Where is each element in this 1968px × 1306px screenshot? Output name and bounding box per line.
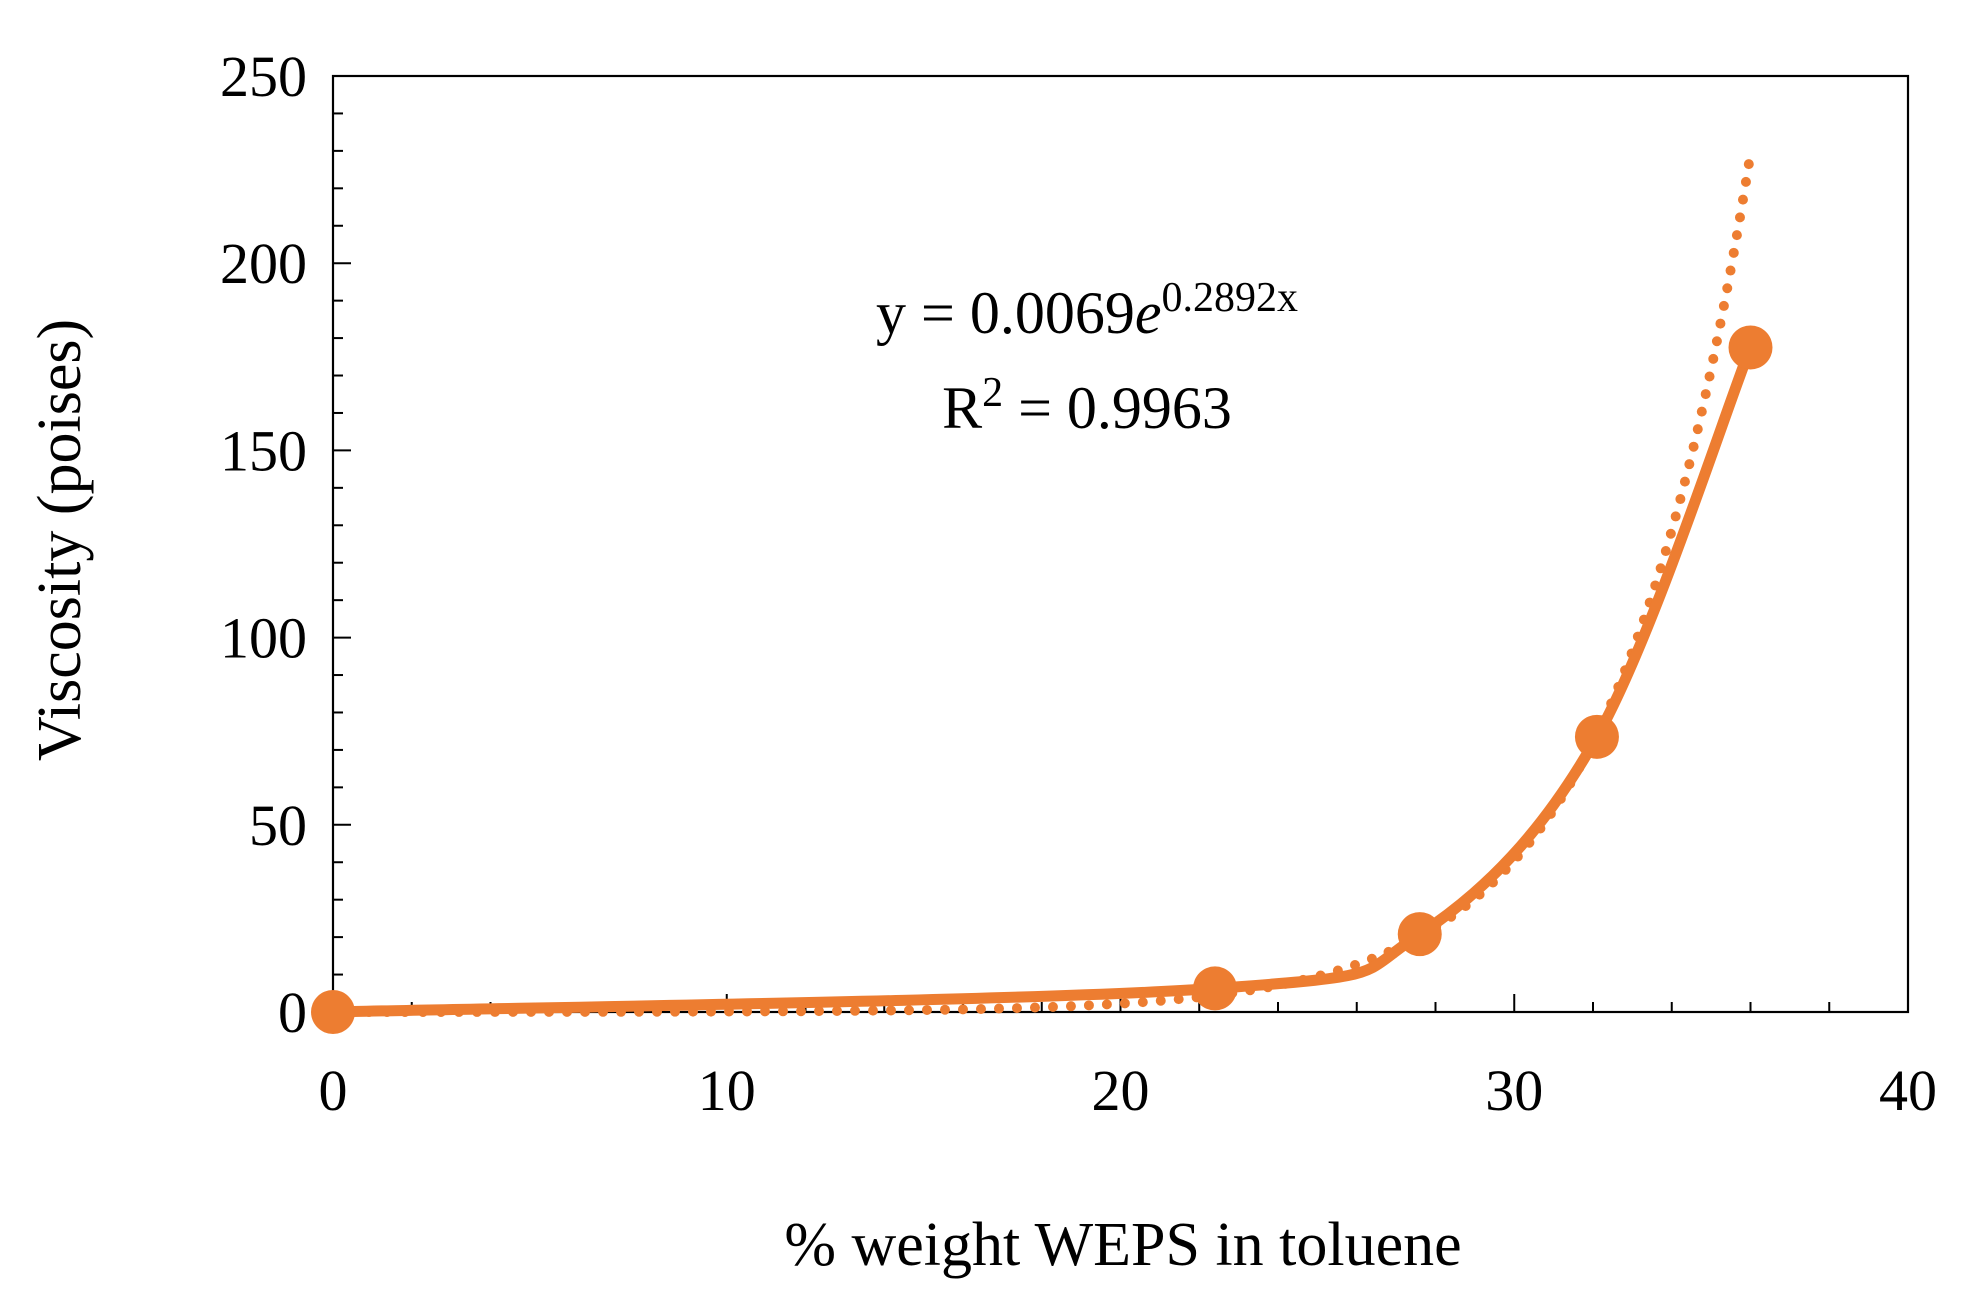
data-point xyxy=(1728,325,1773,370)
y-tick-label: 100 xyxy=(220,606,307,671)
y-tick-label: 200 xyxy=(220,231,307,296)
x-axis-ticks: 0 10 20 30 40 xyxy=(319,994,1937,1123)
r-squared-label: R2 = 0.9963 xyxy=(942,370,1232,441)
y-tick-label: 50 xyxy=(249,793,307,858)
r-squared-power: 2 xyxy=(982,370,1003,416)
r-squared-value: = 0.9963 xyxy=(1003,375,1232,441)
y-tick-label: 150 xyxy=(220,418,307,483)
x-axis-title: % weight WEPS in toluene xyxy=(784,1211,1461,1279)
x-tick-label: 20 xyxy=(1092,1058,1150,1123)
axes: 0 50 100 150 200 250 0 10 20 30 40 xyxy=(220,44,1937,1123)
y-axis-title: Viscosity (poises) xyxy=(26,319,94,761)
equation-base: e xyxy=(1135,280,1162,346)
r-squared-symbol: R xyxy=(942,375,982,441)
data-points xyxy=(311,325,1773,1034)
x-tick-label: 40 xyxy=(1879,1058,1937,1123)
trendline-equation: y = 0.0069e0.2892x xyxy=(876,275,1298,346)
x-tick-label: 0 xyxy=(319,1058,348,1123)
data-point xyxy=(1574,714,1619,759)
y-tick-label: 250 xyxy=(220,44,307,109)
data-point xyxy=(311,990,355,1034)
data-point xyxy=(1193,966,1237,1011)
x-tick-label: 10 xyxy=(698,1058,756,1123)
equation-exponent: 0.2892x xyxy=(1161,275,1298,321)
x-tick-label: 30 xyxy=(1485,1058,1543,1123)
y-tick-label: 0 xyxy=(278,980,307,1045)
series-layer xyxy=(311,148,1773,1034)
series-line xyxy=(327,341,1756,1018)
equation-prefix: y = 0.0069 xyxy=(876,280,1135,346)
plot-area-frame xyxy=(331,74,1910,1014)
y-axis-ticks: 0 50 100 150 200 250 xyxy=(220,44,351,1045)
data-point xyxy=(1397,912,1442,957)
